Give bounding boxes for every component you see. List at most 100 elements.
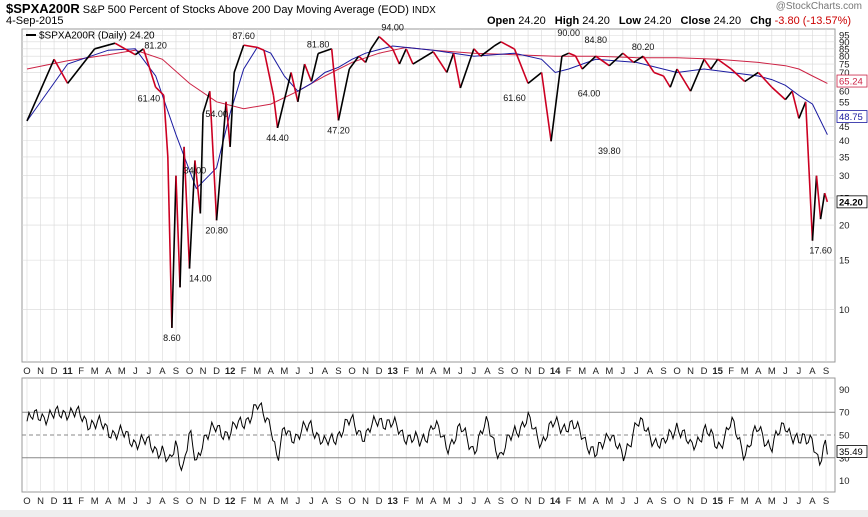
x-tick-label: J xyxy=(797,366,802,377)
rsi-x-tick-label: J xyxy=(309,496,314,507)
chart-exchange: INDX xyxy=(411,5,436,16)
price-line-segment xyxy=(225,101,231,147)
y-tick-label: 40 xyxy=(839,136,850,147)
x-tick-label: A xyxy=(755,366,762,377)
rsi-x-tick-label: F xyxy=(566,496,572,507)
x-tick-label: M xyxy=(443,366,451,377)
rsi-x-tick-label: S xyxy=(498,496,504,507)
price-line-segment xyxy=(159,90,165,96)
price-line-segment xyxy=(358,55,367,64)
price-line-segment xyxy=(744,71,759,83)
x-tick-label: M xyxy=(280,366,288,377)
value-annotation: 94.00 xyxy=(381,23,404,33)
x-tick-label: F xyxy=(78,366,84,377)
value-annotation: 17.60 xyxy=(809,246,832,256)
price-line-segment xyxy=(676,68,692,92)
rsi-x-tick-label: M xyxy=(91,496,99,507)
last-value-badge xyxy=(836,74,868,88)
y-tick-label: 70 xyxy=(839,68,850,79)
price-line-segment xyxy=(209,91,218,221)
price-line-segment xyxy=(493,41,502,47)
last-value-badge xyxy=(836,110,868,123)
high-value: 24.20 xyxy=(582,15,610,27)
price-line-segment xyxy=(642,55,655,73)
rsi-x-tick-label: A xyxy=(755,496,762,507)
rsi-x-tick-label: O xyxy=(348,496,355,507)
price-line-segment xyxy=(608,52,624,67)
rsi-y-tick-label: 70 xyxy=(839,408,850,419)
last-value-label: 24.20 xyxy=(839,197,863,208)
rsi-x-tick-label: M xyxy=(416,496,424,507)
x-tick-label: J xyxy=(458,366,463,377)
bottom-scroll-area xyxy=(0,510,868,517)
x-tick-label: D xyxy=(701,366,708,377)
value-annotation: 20.80 xyxy=(205,225,228,235)
rsi-x-tick-label: J xyxy=(147,496,152,507)
price-line-segment xyxy=(391,48,401,65)
rsi-x-tick-label: J xyxy=(133,496,138,507)
x-tick-label: N xyxy=(362,366,369,377)
y-tick-label: 10 xyxy=(839,305,850,316)
price-line-segment xyxy=(167,156,173,328)
price-line-segment xyxy=(595,55,610,67)
x-tick-label: M xyxy=(253,366,261,377)
rsi-x-tick-label: 15 xyxy=(712,496,723,507)
value-annotation: 81.80 xyxy=(307,39,330,49)
x-tick-label: S xyxy=(335,366,341,377)
price-line-segment xyxy=(330,48,340,121)
x-tick-label: S xyxy=(660,366,666,377)
x-tick-label: A xyxy=(268,366,275,377)
x-tick-label: N xyxy=(200,366,207,377)
price-line-segment xyxy=(66,48,96,84)
main-panel-frame xyxy=(21,28,836,363)
x-tick-label: S xyxy=(823,366,829,377)
rsi-x-tick-label: D xyxy=(51,496,58,507)
price-line-segment xyxy=(815,175,822,220)
rsi-x-tick-label: N xyxy=(37,496,44,507)
price-line-segment xyxy=(303,63,313,82)
price-line-segment xyxy=(229,72,235,147)
rsi-x-tick-label: F xyxy=(728,496,734,507)
price-line-segment xyxy=(215,101,227,221)
rsi-x-tick-label: M xyxy=(578,496,586,507)
price-line-segment xyxy=(378,35,394,50)
x-tick-label: J xyxy=(634,366,639,377)
x-tick-label: D xyxy=(213,366,220,377)
close-value: 24.20 xyxy=(713,15,742,27)
x-tick-label: N xyxy=(525,366,532,377)
price-line-segment xyxy=(162,95,169,157)
rsi-last-value-badge xyxy=(836,445,868,458)
rsi-x-tick-label: S xyxy=(660,496,666,507)
price-line-segment xyxy=(703,58,712,70)
y-tick-label: 35 xyxy=(839,152,850,163)
price-line-segment xyxy=(202,90,211,114)
rsi-x-tick-label: N xyxy=(362,496,369,507)
price-line-segment xyxy=(622,52,635,64)
price-line-segment xyxy=(256,46,265,51)
price-line-segment xyxy=(233,44,245,73)
rsi-last-value-label: 35.49 xyxy=(839,447,863,458)
open-value: 24.20 xyxy=(518,15,546,27)
x-tick-label: A xyxy=(593,366,600,377)
value-annotation: 54.00 xyxy=(205,109,228,119)
x-tick-label: 14 xyxy=(550,366,561,377)
high-label: High xyxy=(554,15,580,27)
price-line-segment xyxy=(459,48,475,89)
x-tick-label: J xyxy=(295,366,300,377)
rsi-x-tick-label: O xyxy=(186,496,193,507)
value-annotation: 61.40 xyxy=(138,93,161,103)
rsi-x-tick-label: F xyxy=(241,496,247,507)
price-line-segment xyxy=(811,175,818,241)
rsi-x-tick-label: J xyxy=(472,496,477,507)
rsi-x-tick-label: D xyxy=(701,496,708,507)
y-tick-label: 15 xyxy=(839,256,850,267)
rsi-x-tick-label: F xyxy=(403,496,409,507)
x-tick-label: F xyxy=(403,366,409,377)
x-tick-label: J xyxy=(147,366,152,377)
rsi-x-tick-label: O xyxy=(23,496,30,507)
x-tick-label: F xyxy=(241,366,247,377)
y-tick-label: 55 xyxy=(839,97,850,108)
price-line-segment xyxy=(633,55,644,64)
price-line-segment xyxy=(527,71,543,84)
